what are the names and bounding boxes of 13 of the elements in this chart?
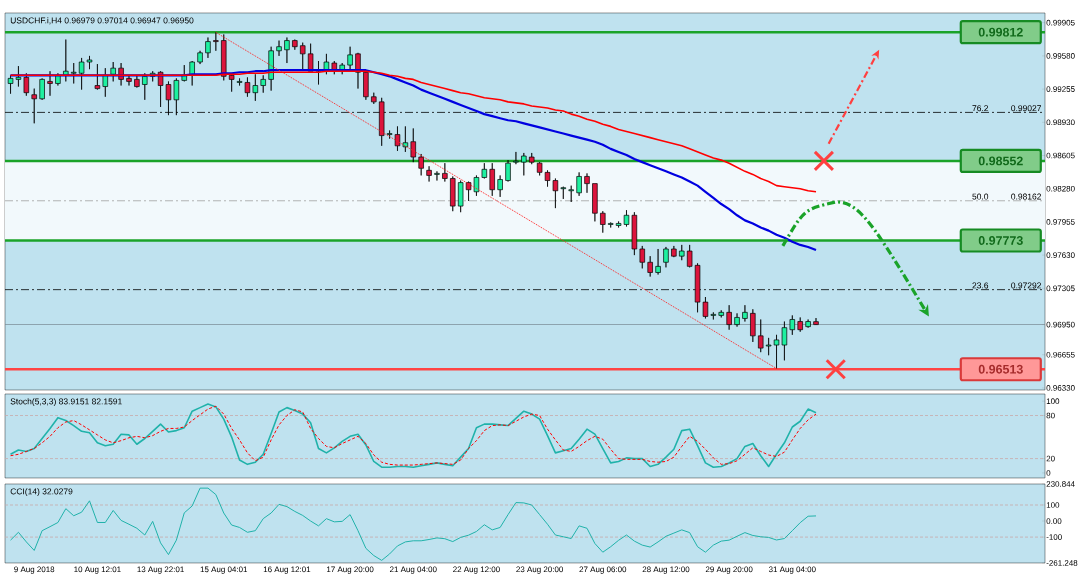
ref-line-label: 0.98552: [978, 156, 1023, 166]
ref-line-label: 0.99812: [978, 27, 1023, 37]
ref-line-label: 0.98162: [1011, 193, 1042, 200]
chart-title: Stoch(5,3,3) 83.9151 82.1591: [10, 398, 122, 407]
ref-line-label: 0.97773: [978, 236, 1023, 245]
annotation: 76.2: [972, 105, 989, 112]
ref-line-label: 0.99027: [1011, 105, 1042, 112]
ref-line-label: 0.96513: [978, 364, 1023, 374]
annotation: 50.0: [972, 193, 989, 200]
ref-line-label: 0.97292: [1011, 282, 1042, 289]
chart-title: CCI(14) 32.0279: [10, 488, 73, 497]
chart-title: USDCHF.i,H4 0.96979 0.97014 0.96947 0.96950: [10, 17, 194, 25]
annotation: 23.6: [972, 282, 989, 289]
